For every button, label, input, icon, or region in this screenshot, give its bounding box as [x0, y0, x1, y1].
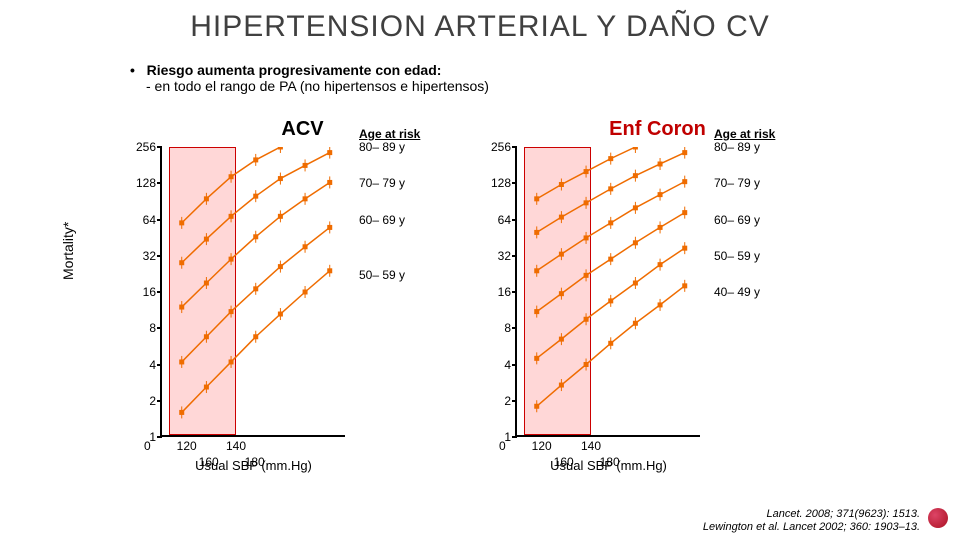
hypertension-shade [524, 147, 591, 435]
legend-item: 40– 49 y [714, 285, 760, 299]
y-tick: 16 [124, 285, 156, 299]
hypertension-shade [169, 147, 236, 435]
x-tick: 140 [226, 439, 246, 453]
legend-item: 60– 69 y [714, 213, 760, 227]
y-tick: 128 [124, 176, 156, 190]
bullet-list: • Riesgo aumenta progresivamente con eda… [130, 62, 489, 94]
y-tick: 32 [479, 249, 511, 263]
y-tick: 32 [124, 249, 156, 263]
decorative-badge-icon [928, 508, 948, 528]
legend-item: 70– 79 y [359, 176, 405, 190]
y-tick: 256 [479, 140, 511, 154]
legend-item: 50– 59 y [359, 268, 405, 282]
x-tick: 0 [144, 439, 151, 453]
plot-area: 25612864321684210120140160180Usual SBP (… [160, 147, 345, 437]
citation-line-1: Lancet. 2008; 371(9623): 1513. [703, 508, 920, 521]
y-tick: 4 [124, 358, 156, 372]
y-tick: 1 [479, 430, 511, 444]
x-axis-label: Usual SBP (mm.Hg) [550, 458, 667, 473]
x-tick: 0 [499, 439, 506, 453]
legend-item: 80– 89 y [714, 140, 760, 154]
legend-item: 70– 79 y [714, 176, 760, 190]
legend-header: Age at risk [359, 127, 420, 141]
bullet-main: • Riesgo aumenta progresivamente con eda… [130, 62, 489, 78]
y-tick: 128 [479, 176, 511, 190]
y-tick: 8 [124, 321, 156, 335]
chart-1: Enf Coron25612864321684210120140160180Us… [515, 118, 800, 437]
y-tick: 16 [479, 285, 511, 299]
x-tick: 120 [177, 439, 197, 453]
page-title: HIPERTENSION ARTERIAL Y DAÑO CV [0, 10, 960, 44]
y-tick: 1 [124, 430, 156, 444]
citation: Lancet. 2008; 371(9623): 1513. Lewington… [703, 508, 920, 534]
y-tick: 64 [124, 213, 156, 227]
y-tick: 8 [479, 321, 511, 335]
y-tick: 64 [479, 213, 511, 227]
legend-item: 60– 69 y [359, 213, 405, 227]
legend-item: 80– 89 y [359, 140, 405, 154]
x-tick: 120 [532, 439, 552, 453]
x-tick: 140 [581, 439, 601, 453]
x-axis-label: Usual SBP (mm.Hg) [195, 458, 312, 473]
y-tick: 4 [479, 358, 511, 372]
citation-line-2: Lewington et al. Lancet 2002; 360: 1903–… [703, 521, 920, 534]
legend-header: Age at risk [714, 127, 775, 141]
plot-area: 25612864321684210120140160180Usual SBP (… [515, 147, 700, 437]
chart-0: ACV25612864321684210120140160180Usual SB… [160, 118, 445, 437]
y-tick: 2 [479, 394, 511, 408]
legend-item: 50– 59 y [714, 249, 760, 263]
y-tick: 256 [124, 140, 156, 154]
charts-row: ACV25612864321684210120140160180Usual SB… [0, 118, 960, 437]
y-tick: 2 [124, 394, 156, 408]
bullet-sub: - en todo el rango de PA (no hipertensos… [146, 78, 489, 94]
